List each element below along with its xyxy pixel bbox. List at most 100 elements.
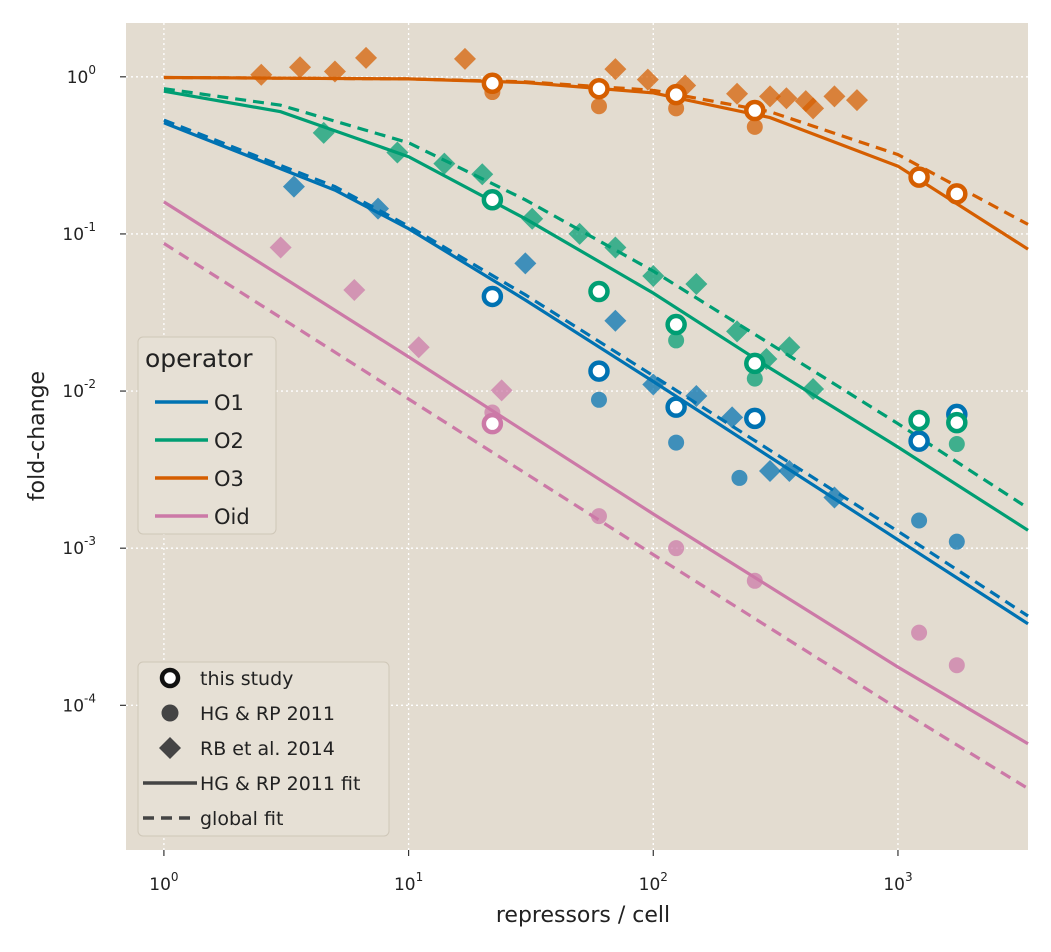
point-o3-rb-2014	[355, 46, 378, 69]
y-tick-label: 10-2	[62, 377, 96, 402]
x-tick-label-base: 10	[394, 875, 416, 895]
y-tick-label-exp: 0	[88, 63, 96, 77]
point-o2-this-study	[744, 352, 766, 375]
point-o3-this-study	[588, 77, 610, 100]
x-axis-title: repressors / cell	[496, 903, 670, 928]
point-o1-hg-rp-2011	[668, 434, 685, 451]
legend-label-o1: O1	[214, 391, 244, 415]
style-legend-box	[137, 661, 390, 837]
fit-line-o3-global	[163, 75, 1029, 226]
point-o2-rb-2014	[726, 320, 749, 343]
y-tick-label-exp: -2	[84, 377, 96, 391]
point-o3-rb-2014	[636, 68, 659, 91]
y-tick-label-exp: -3	[84, 534, 96, 548]
point-o3-hg-rp-2011	[590, 98, 607, 115]
point-o3-this-study	[908, 166, 930, 188]
point-o3-this-study	[946, 183, 968, 205]
legend-marker-rb-2014	[159, 737, 181, 759]
point-o2-rb-2014	[604, 236, 627, 259]
fit-line-o1-hg-rp-2011	[163, 121, 1029, 626]
point-o2-this-study	[665, 313, 687, 336]
point-o1-hg-rp-2011	[911, 512, 928, 529]
point-o3-this-study	[481, 72, 504, 94]
x-tick-label: 103	[883, 870, 912, 895]
fit-line-o1-global	[163, 118, 1029, 618]
point-oid-rb-2014	[407, 336, 430, 359]
point-o1-rb-2014	[721, 406, 744, 429]
y-tick-label: 10-3	[62, 534, 96, 559]
legend-marker-hg-rp-2011	[161, 704, 179, 722]
x-tick-label-exp: 3	[905, 870, 913, 884]
y-tick-label-exp: -1	[84, 220, 96, 234]
y-tick-label-base: 10	[67, 68, 89, 88]
x-tick-label: 102	[639, 870, 668, 895]
y-tick-label-base: 10	[62, 225, 84, 245]
point-o3-rb-2014	[775, 87, 798, 110]
point-o1-this-study	[588, 360, 610, 382]
y-tick-label-base: 10	[62, 696, 84, 716]
x-tick-label-exp: 1	[416, 870, 424, 884]
point-o2-rb-2014	[386, 141, 409, 164]
point-o3-rb-2014	[604, 58, 627, 81]
point-o1-rb-2014	[604, 309, 627, 332]
x-tick-label: 100	[149, 870, 178, 895]
point-o2-rb-2014	[521, 207, 544, 230]
point-o1-hg-rp-2011	[731, 469, 748, 486]
point-o3-rb-2014	[845, 89, 868, 112]
point-o2-this-study	[481, 189, 504, 211]
point-o1-this-study	[665, 396, 687, 418]
point-o2-rb-2014	[685, 273, 708, 296]
data-points	[250, 46, 968, 674]
style-legend: this study HG & RP 2011 RB et al. 2014 HG &…	[137, 661, 390, 837]
fit-line-oid-hg-rp-2011	[163, 200, 1029, 746]
point-o1-rb-2014	[514, 252, 537, 275]
operator-legend: operator O1 O2 O3 Oid	[137, 336, 277, 535]
point-o3-rb-2014	[802, 97, 825, 120]
point-o2-hg-rp-2011	[746, 370, 763, 387]
style-legend-label: this study	[200, 668, 293, 690]
point-o1-rb-2014	[642, 373, 665, 396]
point-oid-rb-2014	[343, 278, 366, 301]
point-o3-hg-rp-2011	[746, 118, 763, 135]
point-oid-hg-rp-2011	[590, 508, 607, 525]
point-o2-hg-rp-2011	[948, 436, 965, 453]
point-o1-hg-rp-2011	[948, 533, 965, 550]
point-o2-rb-2014	[433, 152, 456, 175]
y-tick-label: 10-4	[62, 691, 96, 716]
x-tick-label-base: 10	[883, 875, 905, 895]
y-tick-label: 100	[67, 63, 96, 88]
point-o1-rb-2014	[685, 385, 708, 408]
x-tick-label-exp: 0	[171, 870, 179, 884]
point-oid-rb-2014	[269, 236, 292, 259]
point-o2-this-study	[588, 280, 610, 303]
point-o2-rb-2014	[568, 222, 591, 245]
point-o3-rb-2014	[759, 85, 782, 108]
y-tick-label-base: 10	[62, 382, 84, 402]
point-o1-rb-2014	[367, 197, 390, 220]
point-o3-this-study	[744, 99, 766, 122]
style-legend-label: RB et al. 2014	[200, 738, 335, 760]
point-o3-rb-2014	[726, 82, 749, 105]
point-o3-rb-2014	[250, 63, 273, 86]
point-o3-rb-2014	[323, 60, 346, 83]
fit-line-o2-global	[163, 87, 1029, 510]
y-axis-title: fold-change	[25, 371, 50, 501]
style-legend-label: HG & RP 2011	[200, 703, 335, 725]
x-tick-label-base: 10	[149, 875, 171, 895]
x-tick-label-exp: 2	[660, 870, 668, 884]
point-oid-hg-rp-2011	[668, 540, 685, 557]
point-o2-this-study	[946, 411, 968, 434]
y-tick-label: 10-1	[62, 220, 96, 245]
point-o2-rb-2014	[778, 336, 801, 359]
operator-legend-box	[137, 336, 277, 535]
point-o2-rb-2014	[471, 163, 494, 186]
point-o1-rb-2014	[282, 175, 305, 198]
point-o1-rb-2014	[778, 459, 801, 482]
legend-label-o2: O2	[214, 429, 244, 453]
legend-label-oid: Oid	[214, 505, 250, 529]
style-legend-label: global fit	[200, 808, 283, 830]
operator-legend-title: operator	[145, 344, 253, 373]
fit-lines	[163, 75, 1029, 790]
point-o1-rb-2014	[759, 459, 782, 482]
